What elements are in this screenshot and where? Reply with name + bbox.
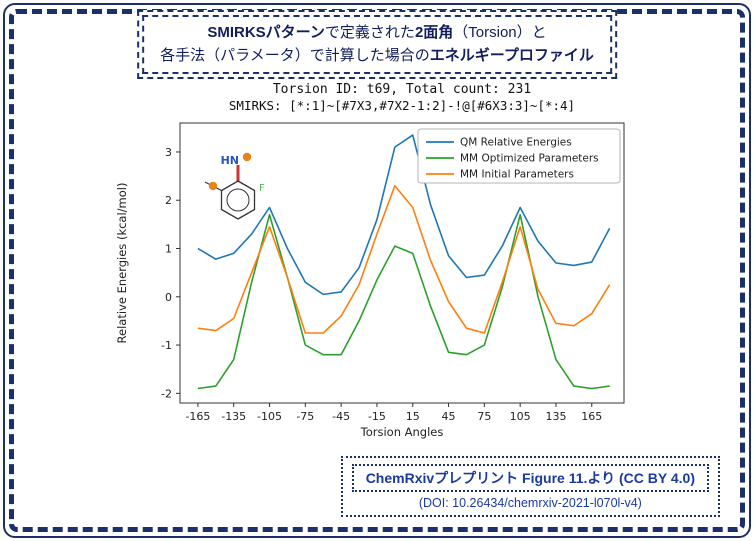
svg-text:-165: -165 <box>185 410 210 423</box>
svg-text:1: 1 <box>165 243 172 256</box>
svg-text:105: 105 <box>510 410 531 423</box>
header-seg-smirks-pattern: SMIRKSパターン <box>207 24 325 41</box>
torsion-energy-figure: Torsion ID: t69, Total count: 231 SMIRKS… <box>88 82 668 449</box>
svg-text:-1: -1 <box>161 339 172 352</box>
svg-text:75: 75 <box>477 410 491 423</box>
svg-text:-75: -75 <box>296 410 314 423</box>
molecule-highlight-dot-top <box>242 152 252 162</box>
molecule-nh-label: HN <box>221 154 239 167</box>
attribution-doi: (DOI: 10.26434/chemrxiv-2021-l070l-v4) <box>418 496 642 510</box>
header-caption-text: SMIRKSパターンで定義された2面角（Torsion）と 各手法（パラメータ）… <box>142 15 612 74</box>
header-seg-defined-by: で定義された <box>324 24 415 41</box>
header-seg-methods: 各手法（パラメータ）で計算した場合の <box>160 47 430 65</box>
svg-text:15: 15 <box>406 410 420 423</box>
svg-text:MM Optimized Parameters: MM Optimized Parameters <box>460 153 599 165</box>
svg-text:2: 2 <box>165 194 172 207</box>
svg-text:Torsion Angles: Torsion Angles <box>360 425 444 439</box>
svg-text:-45: -45 <box>332 410 350 423</box>
header-caption-box: SMIRKSパターンで定義された2面角（Torsion）と 各手法（パラメータ）… <box>137 10 617 79</box>
plot-area: -165 -135 -105 -75 -45 -15 15 45 75 105 135 165 -2 -1… <box>115 122 625 439</box>
svg-text:165: 165 <box>581 410 602 423</box>
svg-text:-15: -15 <box>368 410 386 423</box>
svg-text:0: 0 <box>165 291 172 304</box>
attribution-box: ChemRxivプレプリント Figure 11.より (CC BY 4.0) … <box>340 456 720 517</box>
svg-text:-2: -2 <box>161 387 172 400</box>
svg-text:MM Initial Parameters: MM Initial Parameters <box>460 169 574 181</box>
header-line-1: SMIRKSパターンで定義された2面角（Torsion）と <box>160 21 594 44</box>
figure-title: Torsion ID: t69, Total count: 231 <box>272 82 532 97</box>
svg-text:3: 3 <box>165 146 172 159</box>
torsion-profile-chart: HN F -165 -135 -105 -75 -45 -15 15 45 75 105 135 16… <box>115 122 625 439</box>
molecule-structure: HN F <box>204 152 265 220</box>
header-seg-torsion: （Torsion）と <box>453 24 547 41</box>
svg-text:135: 135 <box>545 410 566 423</box>
svg-text:Relative Energies (kcal/mol): Relative Energies (kcal/mol) <box>115 183 129 344</box>
svg-text:45: 45 <box>442 410 456 423</box>
header-seg-energy-profile: エネルギープロファイル <box>429 47 594 65</box>
svg-text:-105: -105 <box>257 410 282 423</box>
header-seg-dihedral: 2面角 <box>414 24 454 41</box>
figure-smirks-subtitle: SMIRKS: [*:1]~[#7X3,#7X2-1:2]-!@[#6X3:3]… <box>228 98 576 113</box>
svg-text:QM Relative Energies: QM Relative Energies <box>460 137 572 149</box>
molecule-f-label: F <box>259 183 265 194</box>
header-line-2: 各手法（パラメータ）で計算した場合のエネルギープロファイル <box>160 44 594 67</box>
molecule-highlight-dot-left <box>208 181 218 191</box>
svg-text:-135: -135 <box>221 410 246 423</box>
attribution-source: ChemRxivプレプリント Figure 11.より (CC BY 4.0) <box>351 464 709 492</box>
